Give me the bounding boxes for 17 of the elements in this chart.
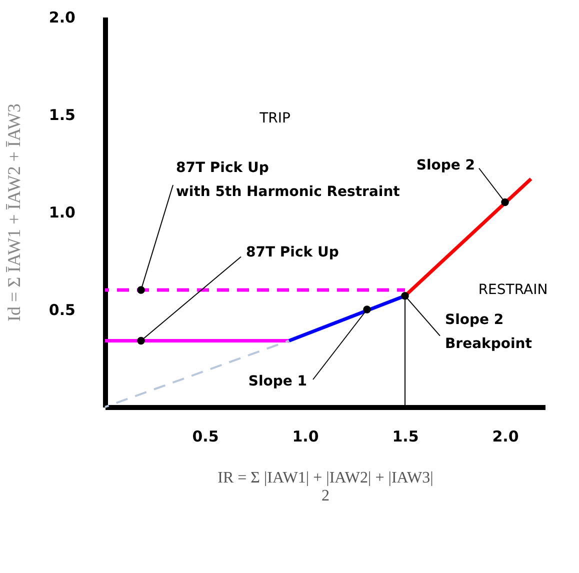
y-tick-label: 2.0 bbox=[48, 8, 76, 26]
annotation: 87T Pick Up with 5th Harmonic Restraint bbox=[176, 160, 400, 200]
x-tick-label: 2.0 bbox=[492, 428, 519, 446]
annotation: RESTRAIN bbox=[478, 282, 548, 298]
x-tick-label: 1.5 bbox=[392, 428, 419, 446]
x-tick-label: 0.5 bbox=[192, 428, 219, 446]
y-tick-label: 0.5 bbox=[48, 301, 76, 319]
annotation: TRIP bbox=[258, 110, 290, 126]
y-axis-title: Id = Σ ĪAW1 + ĪAW2 + ĪAW3 bbox=[4, 103, 24, 322]
y-tick-label: 1.5 bbox=[48, 106, 76, 124]
annotation: Slope 2 Breakpoint bbox=[445, 312, 532, 352]
y-tick-label: 1.0 bbox=[48, 204, 76, 222]
annotation: 87T Pick Up bbox=[246, 244, 339, 261]
x-tick-label: 1.0 bbox=[292, 428, 319, 446]
annotation: Slope 2 bbox=[416, 157, 475, 174]
annotation: Slope 1 bbox=[248, 374, 307, 390]
x-axis-title: IR = Σ |IAW1| + |IAW2| + |IAW3| 2 bbox=[218, 470, 434, 504]
